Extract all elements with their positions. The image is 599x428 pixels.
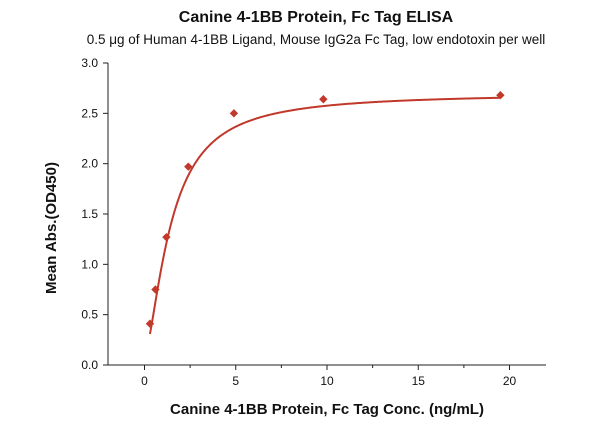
y-ticks: 0.0 0.5 1.0 1.5 2.0 2.5 3.0 [81, 56, 108, 372]
y-tick-label: 3.0 [81, 56, 98, 70]
x-tick-label: 5 [232, 374, 239, 388]
y-tick-label: 0.0 [81, 358, 98, 372]
data-points [145, 91, 505, 328]
data-point [151, 285, 160, 294]
chart-title: Canine 4-1BB Protein, Fc Tag ELISA [179, 9, 454, 26]
y-tick-label: 2.5 [81, 106, 98, 120]
data-point [229, 109, 239, 118]
y-tick-label: 0.5 [81, 308, 98, 322]
x-axis-title: Canine 4-1BB Protein, Fc Tag Conc. (ng/m… [170, 401, 484, 418]
x-tick-label: 20 [503, 374, 517, 388]
data-point [496, 91, 505, 100]
y-tick-label: 1.0 [81, 257, 98, 271]
x-tick-label: 0 [141, 374, 148, 388]
x-tick-label: 10 [320, 374, 334, 388]
y-tick-label: 2.0 [81, 157, 98, 171]
chart-subtitle: 0.5 μg of Human 4-1BB Ligand, Mouse IgG2… [87, 32, 546, 47]
x-tick-label: 15 [412, 374, 426, 388]
y-tick-label: 1.5 [81, 207, 98, 221]
data-point [162, 232, 171, 242]
x-ticks: 0 5 10 15 20 [141, 365, 516, 388]
data-point [319, 95, 328, 104]
fit-curve [148, 96, 501, 335]
data-point [145, 319, 155, 328]
y-axis-title: Mean Abs.(OD450) [43, 162, 60, 294]
data-point [184, 162, 193, 171]
